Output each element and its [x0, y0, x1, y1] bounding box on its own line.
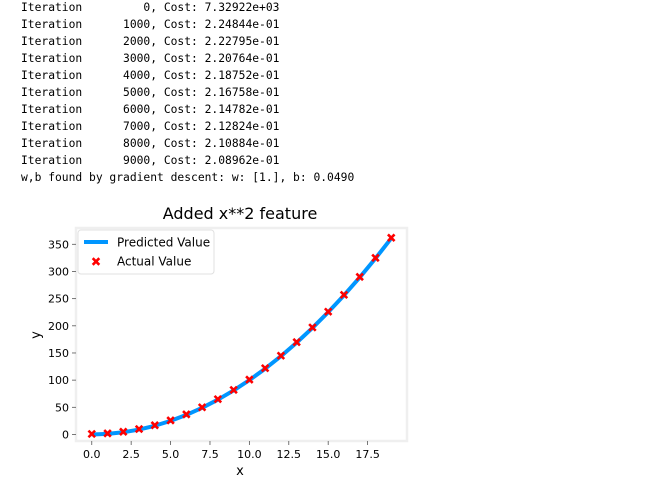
- actual-value-point: [308, 323, 317, 332]
- log-line: Iteration 3000, Cost: 2.20764e-01: [21, 52, 280, 65]
- x-axis-ticks: 0.0 2.5 5.0 7.5 10.0 12.5 15.0 17.5: [83, 441, 380, 461]
- actual-value-point: [292, 337, 301, 347]
- log-line: Iteration 6000, Cost: 2.14782e-01: [21, 103, 280, 116]
- x-tick-label: 2.5: [122, 448, 140, 461]
- x-tick-label: 17.5: [355, 448, 380, 461]
- y-tick-label: 200: [48, 320, 69, 333]
- series-layer: [87, 233, 396, 439]
- x-tick-label: 0.0: [83, 448, 101, 461]
- output-log: Iteration 0, Cost: 7.32922e+03 Iteration …: [21, 0, 354, 186]
- y-axis-ticks: 0 50 100 150 200 250 300 350: [48, 238, 76, 441]
- actual-value-point: [103, 429, 112, 438]
- x-tick-label: 12.5: [277, 448, 302, 461]
- actual-value-point: [87, 429, 96, 439]
- actual-value-point: [182, 410, 191, 419]
- log-line: Iteration 1000, Cost: 2.24844e-01: [21, 18, 280, 31]
- chart-title: Added x**2 feature: [163, 204, 318, 223]
- log-line: Iteration 0, Cost: 7.32922e+03: [21, 1, 280, 14]
- actual-value-point: [213, 394, 223, 404]
- legend-x-marker: [91, 257, 101, 266]
- actual-value-point: [134, 424, 144, 434]
- actual-value-point: [355, 272, 364, 282]
- log-line: Iteration 4000, Cost: 2.18752e-01: [21, 69, 280, 82]
- legend-label-actual: Actual Value: [117, 255, 191, 269]
- actual-value-point: [150, 421, 160, 430]
- y-tick-label: 250: [48, 293, 69, 306]
- y-tick-label: 50: [55, 401, 69, 414]
- actual-value-point: [166, 416, 175, 425]
- legend: Predicted Value Actual Value: [77, 229, 215, 275]
- log-line: Iteration 9000, Cost: 2.08962e-01: [21, 154, 280, 167]
- y-tick-label: 350: [48, 238, 69, 251]
- legend-box: [77, 229, 215, 275]
- log-line: w,b found by gradient descent: w: [1.], …: [21, 171, 355, 184]
- actual-value-point: [119, 427, 128, 436]
- y-tick-label: 300: [48, 265, 69, 278]
- legend-marker-swatch: [91, 257, 101, 266]
- x-tick-label: 15.0: [316, 448, 341, 461]
- log-line: Iteration 2000, Cost: 2.22795e-01: [21, 35, 280, 48]
- y-tick-label: 0: [62, 428, 69, 441]
- actual-value-point: [323, 307, 333, 316]
- y-tick-label: 150: [48, 347, 69, 360]
- x-tick-label: 10.0: [237, 448, 262, 461]
- x-axis-label: x: [236, 464, 244, 479]
- x-tick-label: 7.5: [201, 448, 219, 461]
- actual-value-point: [229, 385, 238, 395]
- log-line: Iteration 5000, Cost: 2.16758e-01: [21, 86, 280, 99]
- actual-value-point: [245, 375, 254, 384]
- log-line: Iteration 7000, Cost: 2.12824e-01: [21, 120, 280, 133]
- y-axis-label: y: [29, 331, 44, 339]
- actual-value-point: [371, 253, 380, 263]
- log-line: Iteration 8000, Cost: 2.10884e-01: [21, 137, 280, 150]
- actual-value-point: [339, 290, 349, 300]
- legend-label-predicted: Predicted Value: [117, 236, 210, 250]
- actual-value-point: [260, 363, 270, 373]
- x-tick-label: 5.0: [162, 448, 180, 461]
- actual-value-point: [276, 351, 286, 360]
- actual-value-point: [387, 233, 396, 242]
- actual-value-point: [197, 403, 207, 412]
- y-tick-label: 100: [48, 374, 69, 387]
